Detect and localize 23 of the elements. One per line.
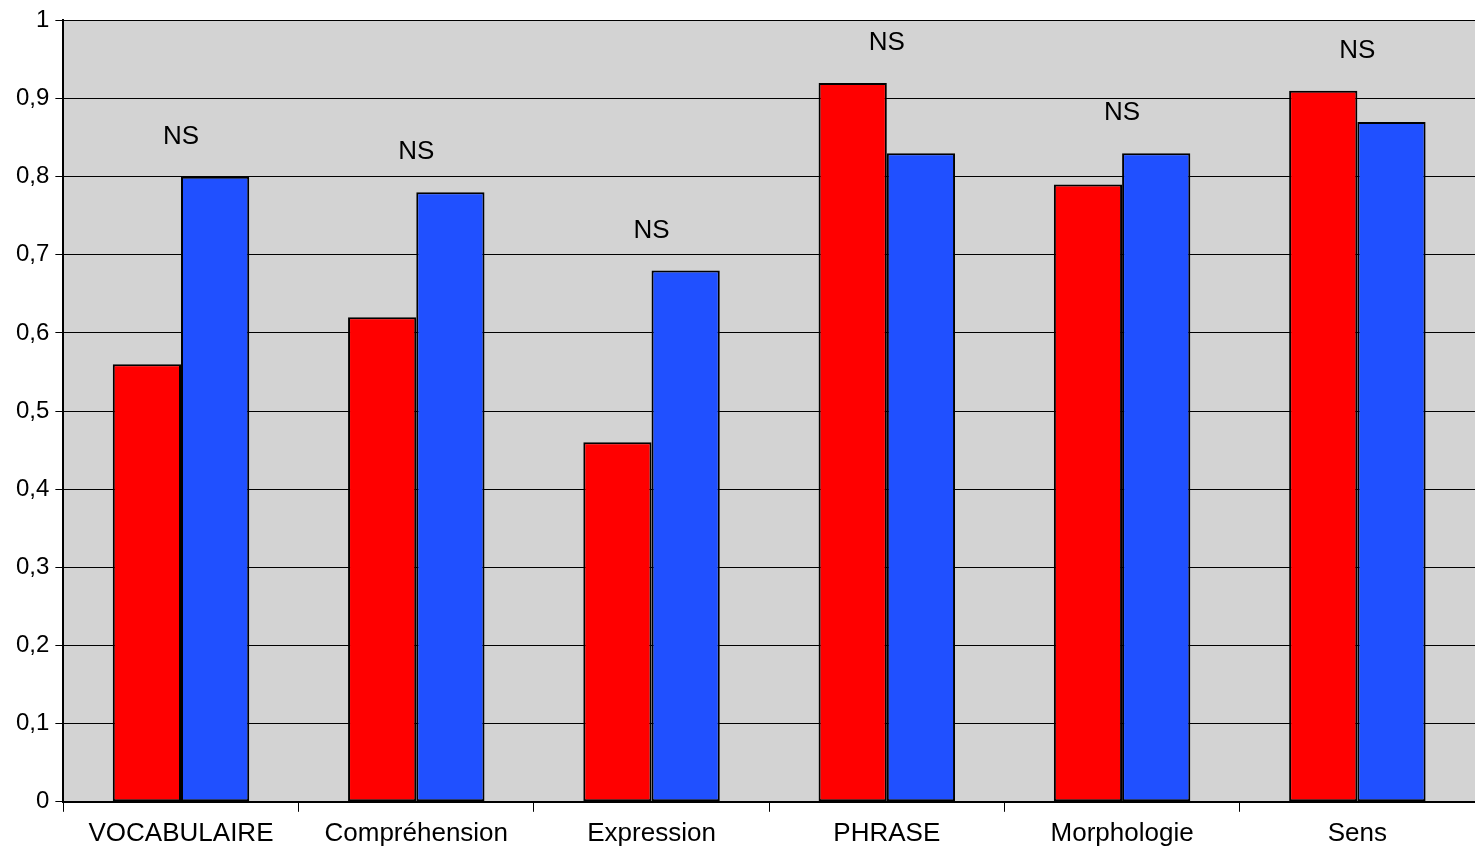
annotation: NS	[162, 119, 200, 150]
annotation: NS	[633, 213, 670, 244]
y-tick-label: 0,9	[15, 83, 50, 111]
y-tick-label: 0,8	[15, 161, 50, 189]
y-tick-label: 0,7	[15, 239, 50, 267]
y-tick-label: 0,2	[15, 630, 50, 658]
y-tick-label: 1	[36, 5, 50, 33]
y-tick-label: 0,5	[15, 395, 50, 423]
annotation: NS	[398, 135, 435, 166]
x-tick-label: Compréhension	[324, 816, 509, 847]
annotation: NS	[1339, 33, 1376, 64]
annotation: NS	[868, 26, 905, 57]
annotation: NS	[1104, 96, 1141, 127]
y-tick-label: 0,1	[15, 708, 50, 736]
y-tick-label: 0	[36, 786, 50, 814]
x-tick-label: PHRASE	[833, 816, 941, 847]
y-tick-label: 0,6	[15, 317, 50, 345]
y-tick-label: 0,4	[15, 473, 50, 501]
x-tick-label: Expression	[587, 816, 716, 847]
x-tick-label: Sens	[1327, 816, 1387, 847]
y-tick-label: 0,3	[15, 552, 50, 580]
x-tick-label: VOCABULAIRE	[88, 816, 274, 847]
x-tick-label: Morphologie	[1050, 816, 1194, 847]
